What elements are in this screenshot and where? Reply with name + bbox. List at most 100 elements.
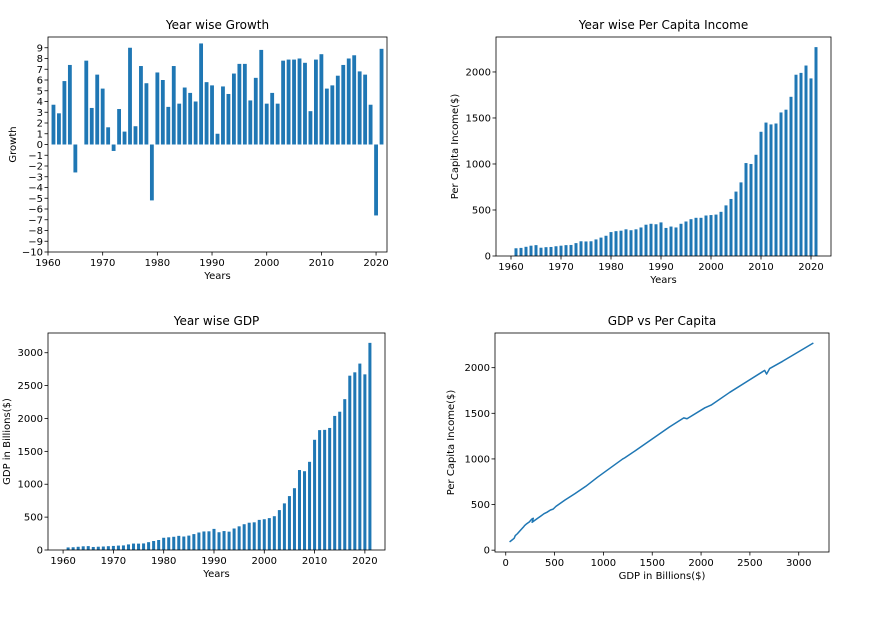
y-tick-label: 0	[485, 252, 491, 263]
bar-1967	[96, 546, 100, 550]
bar-1970	[100, 88, 105, 145]
bar-2002	[275, 103, 280, 145]
bar-1968	[101, 546, 105, 550]
bar-2021	[379, 48, 384, 145]
x-axis-label: Years	[202, 569, 229, 580]
bar-2021	[814, 47, 818, 257]
y-axis-label: Per Capita Income($)	[450, 94, 461, 200]
bar-1992	[222, 531, 226, 550]
bar-1979	[149, 144, 154, 201]
bar-1999	[257, 519, 261, 550]
bar-1973	[126, 544, 130, 550]
bar-1964	[81, 546, 85, 550]
bar-1984	[629, 230, 633, 256]
x-tick-label: 1970	[90, 258, 115, 269]
bar-1990	[659, 222, 663, 256]
y-tick-label: 2000	[466, 67, 491, 78]
y-tick-label: −8	[28, 226, 43, 237]
bar-2021	[368, 342, 372, 550]
bar-2003	[281, 60, 286, 145]
bar-1969	[554, 246, 558, 256]
bar-1995	[684, 221, 688, 256]
bar-1965	[534, 245, 538, 256]
bar-1972	[569, 244, 573, 256]
bar-1982	[619, 230, 623, 256]
y-tick-label: 2	[37, 119, 43, 130]
y-tick-label: 0	[484, 546, 490, 557]
x-tick-label: 3000	[786, 558, 811, 569]
bar-1992	[669, 226, 673, 256]
bar-2001	[267, 518, 271, 550]
bar-1981	[160, 80, 165, 145]
y-tick-label: −6	[28, 205, 43, 216]
bar-2011	[764, 122, 768, 256]
x-axis-label: Years	[649, 275, 676, 286]
bar-2011	[324, 88, 329, 145]
bar-2016	[343, 399, 347, 550]
x-tick-label: 2000	[698, 262, 723, 273]
bar-1966	[539, 247, 543, 256]
bar-1974	[579, 241, 583, 256]
bar-1961	[514, 248, 518, 256]
x-tick-label: 1980	[145, 258, 170, 269]
y-tick-label: 1500	[18, 447, 43, 458]
bar-1983	[171, 66, 176, 145]
bar-1993	[226, 93, 231, 145]
bar-2001	[270, 92, 275, 145]
bar-1979	[604, 235, 608, 256]
bar-1963	[76, 546, 80, 550]
bar-1984	[177, 103, 182, 145]
bar-1996	[242, 63, 247, 145]
y-tick-label: 6	[37, 76, 43, 87]
bar-1978	[599, 237, 603, 256]
bar-1966	[91, 546, 95, 550]
bar-2009	[308, 461, 312, 550]
bar-1968	[89, 107, 94, 145]
bar-1991	[215, 133, 220, 145]
bar-1981	[167, 537, 171, 550]
bar-2017	[348, 375, 352, 550]
bar-1974	[122, 131, 127, 145]
x-tick-label: 0	[503, 558, 509, 569]
bar-1997	[247, 522, 251, 550]
bar-1961	[51, 104, 56, 145]
bar-2018	[799, 72, 803, 256]
bar-1986	[188, 92, 193, 145]
bar-1975	[584, 241, 588, 256]
chart-title: Year wise GDP	[173, 314, 260, 328]
y-tick-label: 1000	[466, 159, 491, 170]
bar-1995	[237, 63, 242, 145]
x-tick-label: 1970	[548, 262, 573, 273]
y-tick-label: 2000	[465, 363, 490, 374]
bar-2013	[328, 427, 332, 550]
bar-1978	[152, 540, 156, 550]
y-tick-label: 7	[37, 65, 43, 76]
bar-2003	[277, 510, 281, 550]
bar-1970	[111, 545, 115, 550]
bar-1998	[253, 77, 258, 145]
bar-1994	[232, 528, 236, 550]
bar-1987	[193, 101, 198, 145]
chart-title: Year wise Per Capita Income	[578, 18, 748, 32]
y-tick-label: 1500	[466, 113, 491, 124]
bar-1983	[177, 535, 181, 550]
bar-2005	[292, 59, 296, 145]
bar-1962	[71, 547, 75, 550]
bar-2020	[809, 78, 813, 256]
bar-1985	[634, 229, 638, 256]
bar-1963	[524, 246, 528, 256]
bar-2015	[346, 58, 351, 145]
bar-2004	[729, 198, 733, 256]
x-tick-label: 2020	[363, 258, 388, 269]
bar-1991	[664, 227, 668, 256]
bar-2006	[297, 58, 302, 145]
bar-1976	[142, 543, 146, 550]
x-tick-label: 2010	[748, 262, 773, 273]
bar-2007	[297, 470, 301, 550]
bar-1973	[574, 243, 578, 256]
bar-2014	[333, 415, 337, 550]
bar-2017	[357, 71, 362, 145]
bar-1972	[121, 545, 125, 550]
chart-4: 0 500 1000 1500 2000 2500 3000 0 500 1000 1500 2000…	[446, 314, 830, 582]
bar-1983	[624, 229, 628, 256]
